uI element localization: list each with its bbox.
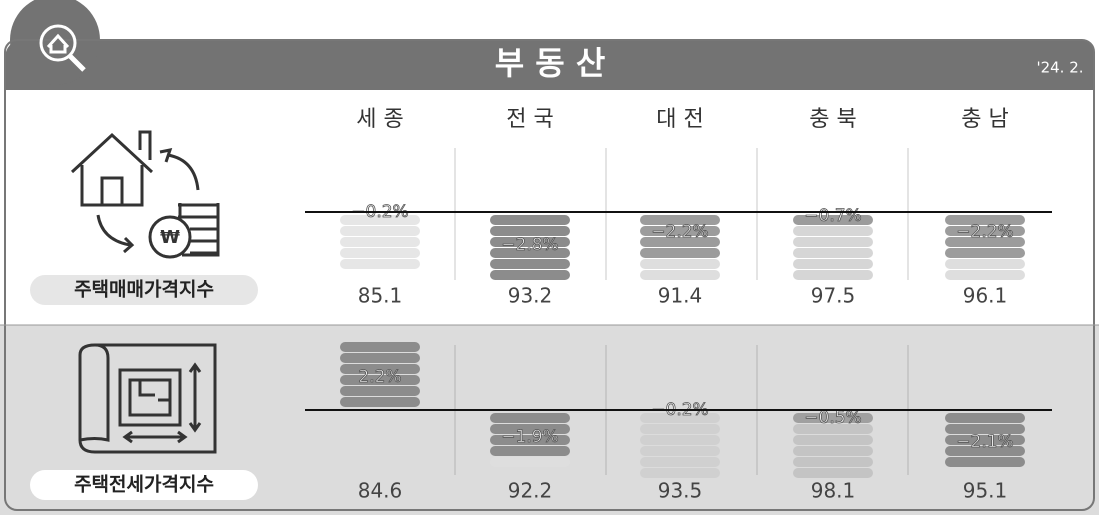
change-label: −2.8% (501, 235, 558, 255)
index-value: 84.6 (358, 479, 403, 503)
coin (945, 270, 1025, 280)
change-label: −1.9% (501, 427, 558, 447)
index-value: 92.2 (508, 479, 553, 503)
change-label: 2.2% (358, 367, 401, 387)
coin (793, 259, 873, 269)
coin (793, 435, 873, 445)
region-label: 전 국 (506, 107, 553, 132)
region-label: 세 종 (356, 107, 403, 132)
coin (793, 413, 873, 423)
coin (640, 413, 720, 423)
coin (490, 237, 570, 247)
coin (340, 342, 420, 352)
coin (340, 386, 420, 396)
index-value: 97.5 (811, 284, 856, 308)
coin (793, 215, 873, 225)
coin (340, 364, 420, 374)
index-value: 96.1 (963, 284, 1008, 308)
coin (340, 353, 420, 363)
index-value: 98.1 (811, 479, 856, 503)
change-label: −0.5% (804, 408, 861, 428)
coin (490, 457, 570, 467)
search-icon (39, 24, 86, 72)
coin (340, 259, 420, 269)
coin (793, 270, 873, 280)
change-label: −2.2% (651, 222, 708, 242)
house-icon: ₩ (70, 130, 220, 259)
coin (640, 446, 720, 456)
change-label: −0.7% (804, 206, 861, 226)
coin (945, 424, 1025, 434)
coin (640, 468, 720, 478)
header-title: 부 동 산 (495, 44, 606, 82)
blueprint-icon (78, 343, 217, 454)
region-label: 대 전 (656, 107, 703, 132)
coin (490, 259, 570, 269)
coin (490, 248, 570, 258)
coin (340, 237, 420, 247)
coin (945, 226, 1025, 236)
coin (793, 424, 873, 434)
coin (490, 215, 570, 225)
coin (490, 270, 570, 280)
coin (945, 457, 1025, 467)
row-label: 주택전세가격지수 (74, 474, 214, 496)
coin (340, 248, 420, 258)
index-value: 95.1 (963, 479, 1008, 503)
row-label-pill (30, 470, 258, 500)
coin (490, 435, 570, 445)
card-border (4, 39, 1095, 511)
coin (340, 226, 420, 236)
region-label: 충 남 (961, 107, 1008, 132)
coin (793, 248, 873, 258)
index-value: 91.4 (658, 284, 703, 308)
coin (793, 237, 873, 247)
coin (640, 259, 720, 269)
row-label: 주택매매가격지수 (74, 279, 214, 301)
index-value: 93.2 (508, 284, 553, 308)
coin (640, 270, 720, 280)
coin (945, 248, 1025, 258)
coin (945, 435, 1025, 445)
coin (640, 424, 720, 434)
coin (793, 226, 873, 236)
coin (490, 424, 570, 434)
change-label: −2.2% (956, 222, 1013, 242)
coin (640, 215, 720, 225)
region-label: 충 북 (809, 107, 856, 132)
coin (640, 248, 720, 258)
coin (945, 413, 1025, 423)
coin (945, 446, 1025, 456)
coin (340, 375, 420, 385)
coin (793, 446, 873, 456)
coin (640, 457, 720, 467)
coin (640, 237, 720, 247)
header-date: '24. 2. (1036, 59, 1083, 77)
index-value: 85.1 (358, 284, 403, 308)
coin (340, 215, 420, 225)
row-label-pill (30, 275, 258, 305)
coin (793, 457, 873, 467)
coin (640, 226, 720, 236)
coin (793, 468, 873, 478)
coin (490, 413, 570, 423)
coin (640, 435, 720, 445)
coin (945, 237, 1025, 247)
svg-text:₩: ₩ (160, 227, 180, 248)
coin (945, 215, 1025, 225)
header-bar (5, 40, 1094, 90)
index-value: 93.5 (658, 479, 703, 503)
coin (490, 446, 570, 456)
coin (340, 397, 420, 407)
change-label: −2.1% (956, 432, 1013, 452)
coin (490, 226, 570, 236)
coin (945, 259, 1025, 269)
